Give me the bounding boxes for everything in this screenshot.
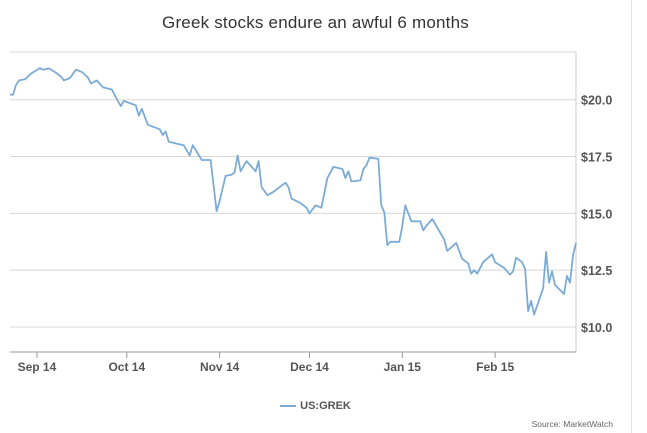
axes <box>10 51 577 353</box>
source-note: Source: MarketWatch <box>531 419 613 429</box>
legend-swatch-us-grek <box>280 405 297 408</box>
x-tick-label: Feb 15 <box>476 360 514 374</box>
series-line-us-grek <box>10 67 577 316</box>
chart-frame: Greek stocks endure an awful 6 months Se… <box>0 0 632 433</box>
x-axis-ticks: Sep 14 Oct 14 Nov 14 Dec 14 Jan 15 Feb 15 <box>18 352 514 374</box>
y-tick-label: $15.0 <box>581 207 612 221</box>
x-tick-label: Dec 14 <box>290 360 329 374</box>
y-tick-label: $17.5 <box>581 151 612 165</box>
grid-lines <box>10 99 576 328</box>
y-tick-label: $12.5 <box>581 264 612 278</box>
y-axis-ticks: $10.0 $12.5 $15.0 $17.5 $20.0 <box>581 94 612 335</box>
chart-title: Greek stocks endure an awful 6 months <box>162 13 469 32</box>
x-tick-label: Sep 14 <box>18 360 57 374</box>
y-tick-label: $10.0 <box>581 321 612 335</box>
series-layer <box>10 67 577 316</box>
y-tick-label: $20.0 <box>581 94 612 108</box>
x-tick-label: Jan 15 <box>384 360 422 374</box>
legend[interactable]: US:GREK <box>0 400 631 412</box>
legend-label-us-grek: US:GREK <box>300 400 351 412</box>
x-tick-label: Nov 14 <box>200 360 240 374</box>
x-tick-label: Oct 14 <box>108 360 145 374</box>
line-chart: Sep 14 Oct 14 Nov 14 Dec 14 Jan 15 Feb 15 $10… <box>10 51 612 374</box>
